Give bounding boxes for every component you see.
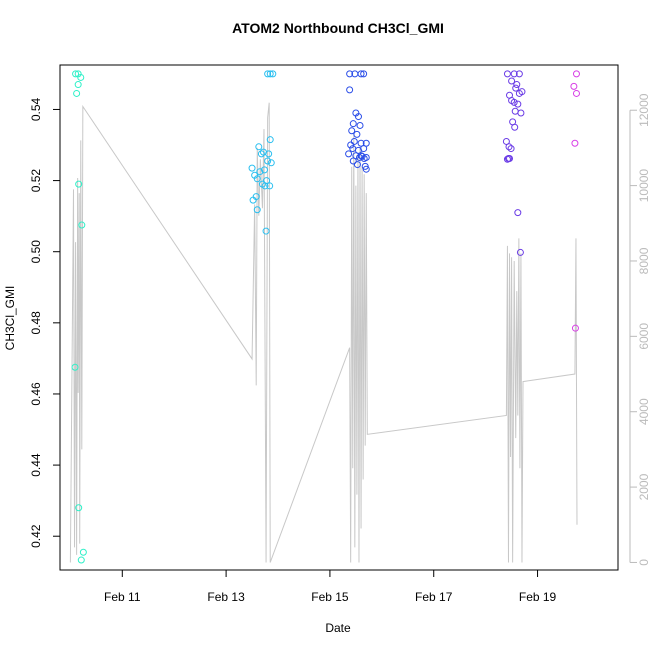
data-point <box>507 145 515 153</box>
data-point <box>77 556 85 564</box>
y-tick-label: 0.52 <box>29 169 43 193</box>
data-points <box>71 70 580 564</box>
right-tick-label: 0 <box>637 559 650 566</box>
data-point <box>73 89 81 97</box>
plot-border <box>59 64 619 571</box>
data-point <box>72 70 80 78</box>
data-point <box>362 165 370 173</box>
data-point <box>572 70 580 78</box>
x-tick-label: Feb 15 <box>311 590 349 604</box>
y-tick-label: 0.46 <box>29 382 43 406</box>
y-tick-label: 0.54 <box>29 97 43 121</box>
data-point <box>263 177 271 185</box>
right-tick-label: 4000 <box>637 398 650 425</box>
right-altitude-axis: 0 2000 4000 6000 8000 10000 12000 <box>629 93 650 566</box>
right-tick-label: 12000 <box>637 93 650 127</box>
data-point <box>262 227 270 235</box>
data-point <box>354 113 362 121</box>
data-point <box>264 70 272 78</box>
right-tick-label: 8000 <box>637 247 650 274</box>
data-point <box>345 150 353 158</box>
data-point <box>261 166 269 174</box>
data-point <box>255 143 263 151</box>
chart-title: ATOM2 Northbound CH3Cl_GMI <box>232 20 444 36</box>
data-point <box>257 150 265 158</box>
y-tick-label: 0.44 <box>29 453 43 477</box>
right-tick-label: 10000 <box>637 169 650 203</box>
x-axis: Feb 11 Feb 13 Feb 15 Feb 17 Feb 19 <box>104 570 557 604</box>
data-point <box>516 248 524 256</box>
data-point <box>570 82 578 90</box>
x-axis-label: Date <box>325 621 351 635</box>
data-point <box>350 137 358 145</box>
data-point <box>265 150 273 158</box>
data-point <box>357 70 365 78</box>
data-point <box>572 89 580 97</box>
y-axis-label: CH3Cl_GMI <box>3 286 17 351</box>
data-point <box>518 88 526 96</box>
y-tick-label: 0.42 <box>29 524 43 548</box>
data-point <box>248 164 256 172</box>
x-tick-label: Feb 19 <box>519 590 557 604</box>
data-point <box>75 180 83 188</box>
plot-frame <box>59 64 619 571</box>
data-point <box>362 139 370 147</box>
data-point <box>508 77 516 85</box>
data-point <box>269 70 277 78</box>
data-point <box>346 86 354 94</box>
data-point <box>505 143 513 151</box>
x-tick-label: Feb 17 <box>415 590 453 604</box>
data-point <box>74 81 82 89</box>
altitude-series <box>69 102 578 563</box>
data-point <box>78 221 86 229</box>
data-point <box>510 98 518 106</box>
data-point <box>266 136 274 144</box>
data-point <box>348 127 356 135</box>
data-point <box>511 107 519 115</box>
data-point <box>353 161 361 169</box>
data-point <box>514 209 522 217</box>
right-tick-label: 6000 <box>637 323 650 350</box>
data-point <box>266 182 274 190</box>
x-tick-label: Feb 11 <box>104 590 141 604</box>
data-point <box>571 139 579 147</box>
data-point <box>349 120 357 128</box>
data-point <box>77 73 85 81</box>
data-point <box>512 84 520 92</box>
data-point <box>353 130 361 138</box>
data-point <box>75 504 83 512</box>
data-point <box>358 152 366 160</box>
right-tick-label: 2000 <box>637 473 650 500</box>
data-point <box>571 324 579 332</box>
data-point <box>357 152 365 160</box>
data-point <box>514 100 522 108</box>
data-point <box>253 206 261 214</box>
data-point <box>517 109 525 117</box>
data-point <box>349 157 357 165</box>
data-point <box>253 175 261 183</box>
data-point <box>252 193 260 201</box>
data-point <box>503 70 511 78</box>
y-axis: 0.42 0.44 0.46 0.48 0.50 0.52 0.54 <box>29 97 60 548</box>
data-point <box>510 70 518 78</box>
altitude-line <box>69 102 578 563</box>
data-point <box>506 155 514 163</box>
data-point <box>266 70 274 78</box>
data-point <box>256 168 264 176</box>
y-tick-label: 0.48 <box>29 311 43 335</box>
data-point <box>347 141 355 149</box>
data-point <box>513 81 521 89</box>
y-tick-label: 0.50 <box>29 240 43 264</box>
x-tick-label: Feb 13 <box>207 590 245 604</box>
data-point <box>360 70 368 78</box>
data-point <box>79 548 87 556</box>
data-point <box>267 159 275 167</box>
data-point <box>71 363 79 371</box>
data-point <box>356 121 364 129</box>
data-point <box>511 123 519 131</box>
data-point <box>346 70 354 78</box>
data-point <box>264 157 272 165</box>
data-point <box>515 70 523 78</box>
